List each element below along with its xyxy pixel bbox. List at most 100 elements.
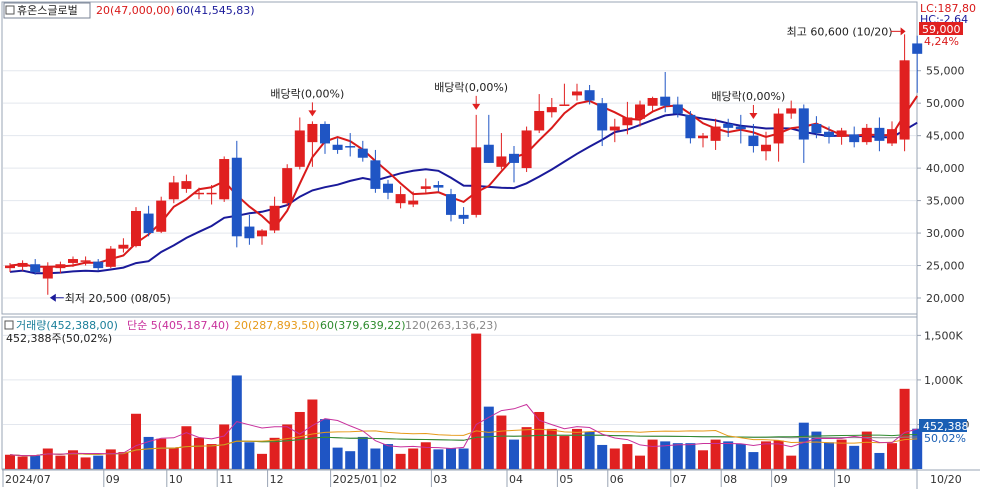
x-tick-label: 2024/07 [5,473,51,486]
volume-legend-ma60: 60(379,639,22) [320,319,406,332]
candle-body [408,200,419,205]
volume-bar [496,415,507,469]
current-price-badge [919,22,963,35]
volume-bar [370,448,381,469]
price-tick-label: 50,000 [926,97,965,110]
volume-bar [93,455,104,469]
volume-bar [483,406,494,469]
x-tick-label: 04 [509,473,523,486]
candle-body [269,205,280,231]
candle-body [320,123,330,144]
volume-tick-label: 1,500K [924,329,963,342]
candle-body [131,210,141,247]
candle-body [546,107,557,113]
candle-body [42,266,53,279]
candle-body [143,213,154,234]
candle-body [471,147,482,215]
volume-ma5-line [9,403,918,457]
volume-bar [824,442,834,469]
volume-badge-value: 452,388 [923,420,969,433]
candlesticks [5,34,923,295]
volume-bar [698,450,708,469]
candle-body [496,156,507,167]
candle-body [723,123,734,128]
candle-body [786,108,797,114]
volume-bar [282,424,293,469]
volume-bar [546,428,557,469]
price-tick-label: 25,000 [926,260,965,273]
volume-bar [219,424,230,469]
price-tick-label: 40,000 [926,162,965,175]
volume-bar [811,431,822,469]
candle-body [219,159,230,200]
volume-bar [433,449,444,469]
candle-body [17,262,28,267]
volume-bar [609,448,620,469]
volume-bar [899,388,910,469]
x-tick-label: 09 [774,473,788,486]
x-tick-label: 05 [559,473,573,486]
low-arrow-head [49,293,56,302]
stock-name-checkbox[interactable] [5,5,15,15]
volume-bar [446,448,456,469]
candle-body [395,194,406,204]
volume-bar [118,452,129,469]
candle-body [55,264,66,269]
volume-ma20-line [9,428,918,457]
candle-body [357,148,368,158]
price-info-panel: LC:187,80 HC:-2,64 59,000 4,24% [919,2,976,48]
candle-body [798,108,809,140]
volume-bar [168,447,179,469]
candle-body [521,130,532,169]
volume-checkbox[interactable] [4,320,14,330]
volume-bar [572,428,582,469]
volume-bar [584,431,595,469]
volume-bar [105,449,116,469]
volume-bar [723,441,734,469]
candle-body [257,230,267,237]
stock-name: 휴온스글로벌 [17,4,78,17]
volume-bar [761,441,771,469]
volume-bar [773,440,784,469]
volume-bar [559,436,570,469]
volume-bar [181,426,192,469]
volume-bar [420,442,431,469]
candle-body [5,265,15,269]
candle-body [206,192,217,195]
candle-body [307,123,318,143]
candle-body [836,130,847,137]
x-end-label: 10/20 [930,473,962,486]
volume-bar [194,437,204,469]
candle-body [30,264,41,273]
candle-body [168,182,179,200]
price-tick-label: 30,000 [926,227,965,240]
x-tick-label: 09 [106,473,120,486]
candle-body [572,91,582,96]
price-tick-label: 35,000 [926,195,965,208]
volume-bar [735,444,746,469]
volume-bar [849,445,860,469]
candle-body [647,97,658,106]
current-price: 59,000 [922,23,961,36]
candle-body [609,126,620,131]
x-tick-label: 02 [383,473,397,486]
candle-body [635,104,645,119]
volume-bar [30,455,41,469]
price-legend: 휴온스글로벌 20(47,000,00) 60(41,545,83) [3,2,255,19]
candle-body [849,134,860,143]
candle-body [446,194,456,215]
volume-bar [357,436,368,469]
dividend-arrow-head [308,110,317,117]
x-tick-label: 10 [169,473,183,486]
volume-bar [458,448,469,469]
ma60-line [9,112,918,275]
x-tick-label: 03 [433,473,447,486]
dividend-annotation: 배당락(0,00%) [270,87,344,100]
candle-body [559,104,570,106]
volume-legend-main: 거래량(452,388,00) [16,319,118,332]
volume-bar [710,439,721,469]
candle-body [282,168,293,204]
candle-body [672,104,683,114]
volume-badge [919,419,967,432]
